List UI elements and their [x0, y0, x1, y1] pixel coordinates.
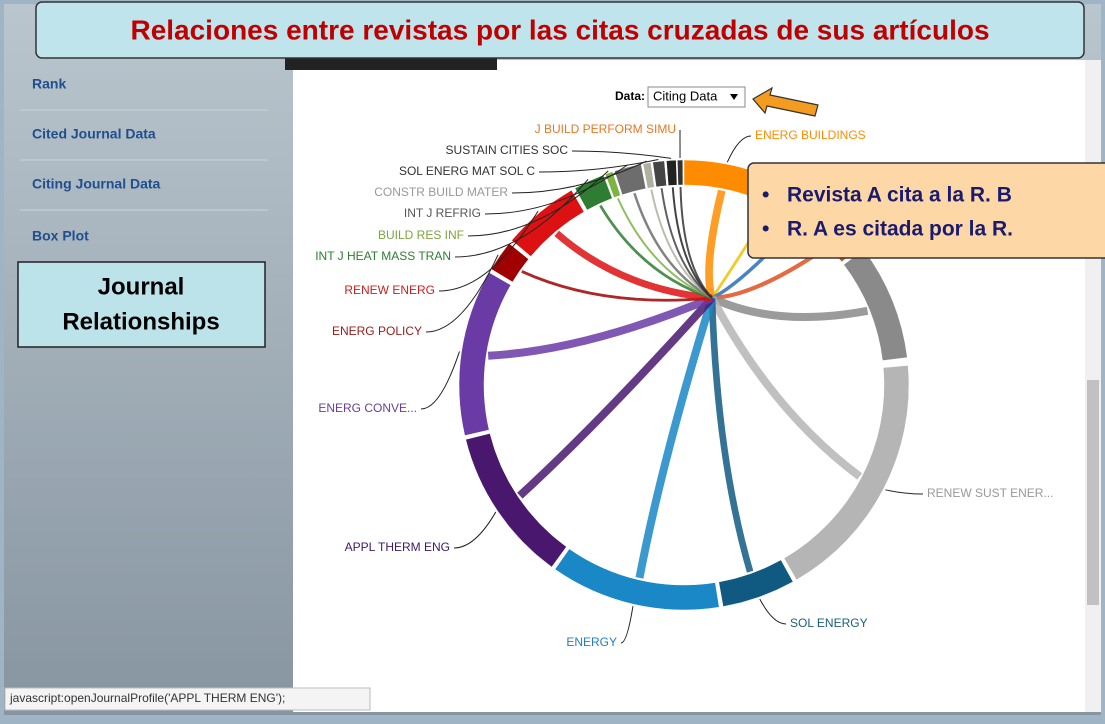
callout	[748, 163, 1105, 258]
menu-item[interactable]: Rank	[32, 76, 66, 92]
menu-item[interactable]: Cited Journal Data	[32, 126, 156, 142]
journal-label[interactable]: ENERG BUILDINGS	[755, 128, 866, 142]
journal-label[interactable]: CONSTR BUILD MATER	[374, 185, 508, 199]
callout-bullet: •	[762, 218, 769, 241]
journal-label[interactable]: J BUILD PERFORM SIMU	[535, 122, 676, 136]
scroll-thumb[interactable]	[1087, 380, 1099, 605]
selector-value: Citing Data	[653, 88, 718, 103]
journal-label[interactable]: ENERGY	[566, 635, 617, 649]
section-title: Journal	[98, 273, 185, 300]
banner-title: Relaciones entre revistas por las citas …	[130, 14, 989, 45]
journal-label[interactable]: BUILD RES INF	[378, 228, 464, 242]
status-text: javascript:openJournalProfile('APPL THER…	[9, 691, 285, 705]
menu-item[interactable]: Box Plot	[32, 228, 89, 244]
journal-label[interactable]: SOL ENERG MAT SOL C	[399, 164, 535, 178]
journal-label[interactable]: INT J REFRIG	[404, 206, 481, 220]
ring-segment	[677, 160, 683, 185]
journal-label[interactable]: SOL ENERGY	[790, 616, 868, 630]
journal-label[interactable]: RENEW SUST ENER...	[927, 486, 1053, 500]
journal-label[interactable]: ENERG CONVE...	[318, 401, 417, 415]
journal-label[interactable]: SUSTAIN CITIES SOC	[446, 143, 569, 157]
journal-label[interactable]: INT J HEAT MASS TRAN	[315, 249, 451, 263]
menu-item[interactable]: Citing Journal Data	[32, 176, 161, 192]
callout-bullet: •	[762, 184, 769, 207]
journal-label[interactable]: RENEW ENERG	[344, 283, 435, 297]
ring-segment	[666, 160, 677, 185]
callout-text: Revista A cita a la R. B	[787, 184, 1012, 207]
journal-label[interactable]: ENERG POLICY	[332, 324, 422, 338]
journal-label[interactable]: APPL THERM ENG	[345, 540, 450, 554]
callout-text: R. A es citada por la R.	[787, 218, 1013, 241]
selector-label: Data:	[615, 89, 645, 103]
section-title: Relationships	[62, 308, 219, 335]
